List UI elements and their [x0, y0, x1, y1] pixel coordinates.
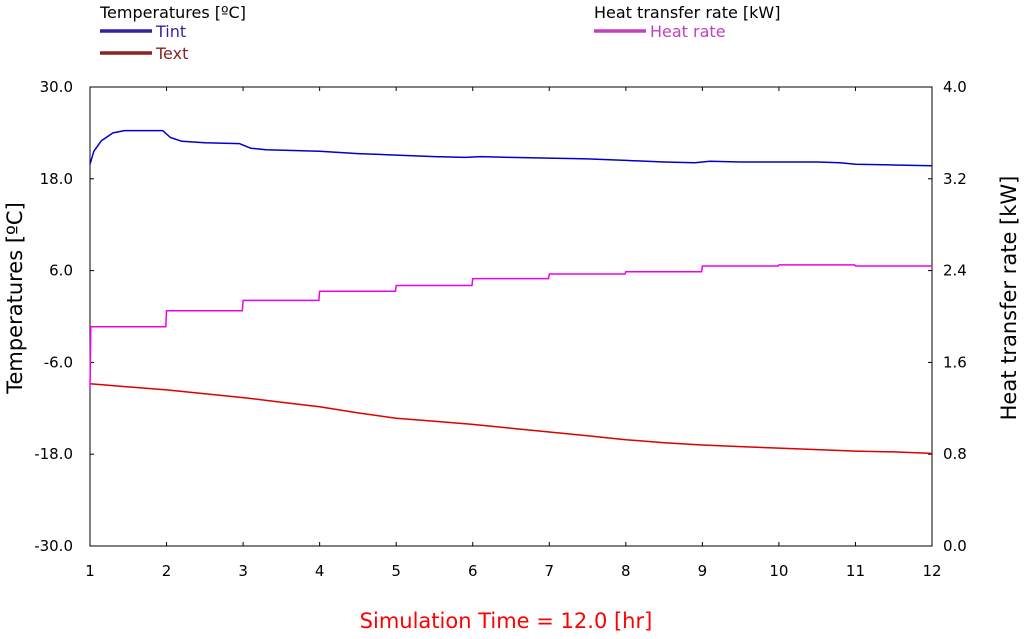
y-right-tick-label: 0.8 [943, 445, 967, 463]
x-tick-label: 9 [698, 562, 708, 580]
y-left-tick-label: -18.0 [34, 445, 73, 463]
series-line-tint [89, 129, 933, 167]
y-left-tick-label: -6.0 [44, 353, 73, 371]
legend-left-title: Temperatures [ºC] [99, 3, 246, 22]
y-left-tick-label: 18.0 [40, 170, 73, 188]
y-right-tick-label: 3.2 [943, 170, 967, 188]
x-tick-label: 11 [846, 562, 865, 580]
y-axis-left: 30.0 18.0 6.0 -6.0 -18.0 -30.0 [34, 78, 94, 555]
x-tick-label: 1 [85, 562, 95, 580]
series-layer [89, 129, 933, 455]
x-tick-label: 4 [315, 562, 325, 580]
y-axis-left-title: Temperatures [ºC] [3, 202, 27, 395]
legend-right: Heat transfer rate [kW] Heat rate [594, 3, 780, 41]
y-right-tick-label: 0.0 [943, 537, 967, 555]
x-tick-label: 2 [162, 562, 172, 580]
y-axis-right: 4.0 3.2 2.4 1.6 0.8 0.0 [928, 78, 967, 555]
x-tick-label: 6 [468, 562, 478, 580]
legend-right-title: Heat transfer rate [kW] [594, 3, 780, 22]
y-right-tick-label: 2.4 [943, 262, 967, 280]
series-line-heat-rate [89, 264, 932, 389]
y-axis-right-title: Heat transfer rate [kW] [997, 176, 1021, 421]
series-line-text [89, 383, 933, 455]
x-tick-label: 5 [391, 562, 401, 580]
x-tick-label: 10 [769, 562, 788, 580]
x-tick-label: 3 [238, 562, 248, 580]
x-tick-label: 8 [621, 562, 631, 580]
x-axis: 1 2 3 4 5 6 7 8 9 10 11 12 [85, 87, 942, 580]
plot-frame [89, 86, 933, 547]
y-left-tick-label: 6.0 [49, 262, 73, 280]
y-left-tick-label: 30.0 [40, 78, 73, 96]
y-left-tick-label: -30.0 [34, 537, 73, 555]
x-tick-label: 12 [922, 562, 941, 580]
legend-left: Temperatures [ºC] Tint Text [99, 3, 246, 63]
legend-heat-rate-label: Heat rate [650, 22, 726, 41]
legend-text-label: Text [155, 44, 188, 63]
y-right-tick-label: 4.0 [943, 78, 967, 96]
y-right-tick-label: 1.6 [943, 353, 967, 371]
x-tick-label: 7 [544, 562, 554, 580]
simulation-time-label: Simulation Time = 12.0 [hr] [360, 609, 653, 633]
legend-tint-label: Tint [155, 22, 186, 41]
